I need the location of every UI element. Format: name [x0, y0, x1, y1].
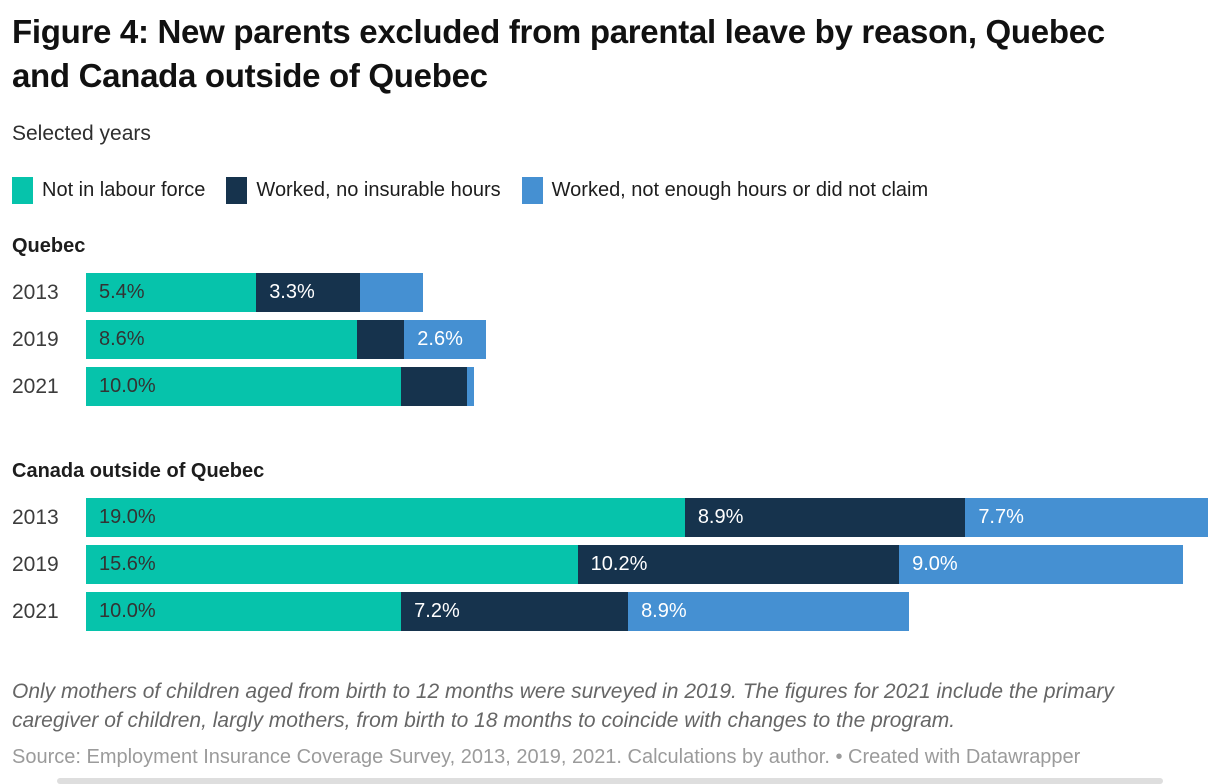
- legend-label: Worked, no insurable hours: [256, 179, 501, 201]
- bar-track: 5.4% 3.3%: [86, 273, 1208, 312]
- bar-segment-series-2[interactable]: 3.3%: [256, 273, 361, 312]
- group-title-canada: Canada outside of Quebec: [12, 460, 265, 482]
- source-line: Source: Employment Insurance Coverage Su…: [12, 746, 1081, 768]
- segment-value-label: 9.0%: [912, 553, 958, 575]
- bar-track: 19.0% 8.9% 7.7%: [86, 498, 1208, 537]
- group-rows: 2013 5.4% 3.3% 2019 8.6% 2.6% 2021 10.0%: [12, 273, 1208, 406]
- legend-item-2: Worked, no insurable hours: [226, 177, 501, 204]
- year-label: 2013: [12, 281, 59, 304]
- segment-value-label: 8.6%: [99, 328, 145, 350]
- bar-segment-series-3[interactable]: 8.9%: [628, 592, 909, 631]
- chart-title: Figure 4: New parents excluded from pare…: [12, 13, 1105, 94]
- legend-swatch-icon: [521, 177, 543, 204]
- segment-value-label: 15.6%: [99, 553, 156, 575]
- segment-value-label: 2.6%: [417, 328, 463, 350]
- bar-segment-series-1[interactable]: 19.0%: [86, 498, 685, 537]
- bar-row-2013: 2013 19.0% 8.9% 7.7%: [12, 498, 1208, 537]
- bar-segment-series-1[interactable]: 10.0%: [86, 367, 402, 406]
- bar-segment-series-3[interactable]: 7.7%: [965, 498, 1208, 537]
- segment-value-label: 7.7%: [978, 506, 1024, 528]
- bar-chart-groups: Quebec 2013 5.4% 3.3% 2019 8.6% 2.6% 2021 10.0% C…: [12, 235, 1208, 631]
- bar-track: 10.0% 7.2% 8.9%: [86, 592, 1208, 631]
- legend-label: Worked, not enough hours or did not clai…: [551, 179, 929, 201]
- bar-segment-series-1[interactable]: 5.4%: [86, 273, 257, 312]
- segment-value-label: 5.4%: [99, 281, 145, 303]
- chart-subtitle: Selected years: [12, 122, 151, 145]
- bar-segment-series-1[interactable]: 10.0%: [86, 592, 402, 631]
- bar-segment-series-3[interactable]: [467, 367, 474, 406]
- year-label: 2013: [12, 506, 59, 529]
- group-title-quebec: Quebec: [12, 235, 86, 257]
- bar-track: 10.0%: [86, 367, 1208, 406]
- legend-swatch-icon: [12, 177, 33, 204]
- bar-track: 15.6% 10.2% 9.0%: [86, 545, 1208, 584]
- year-label: 2019: [12, 328, 59, 351]
- bar-segment-series-2[interactable]: 10.2%: [577, 545, 900, 584]
- segment-value-label: 10.0%: [99, 375, 156, 397]
- segment-value-label: 10.0%: [99, 600, 156, 622]
- legend-item-1: Not in labour force: [12, 177, 205, 204]
- legend-item-3: Worked, not enough hours or did not clai…: [521, 177, 929, 204]
- bar-segment-series-2[interactable]: 7.2%: [401, 592, 629, 631]
- bar-segment-series-1[interactable]: 15.6%: [86, 545, 578, 584]
- segment-value-label: 3.3%: [269, 281, 315, 303]
- segment-value-label: 8.9%: [641, 600, 687, 622]
- bar-row-2019: 2019 8.6% 2.6%: [12, 320, 1208, 359]
- segment-value-label: 19.0%: [99, 506, 156, 528]
- bar-row-2019: 2019 15.6% 10.2% 9.0%: [12, 545, 1208, 584]
- legend: Not in labour force Worked, no insurable …: [12, 177, 1208, 204]
- bar-segment-series-3[interactable]: [360, 273, 424, 312]
- bar-segment-series-2[interactable]: [401, 367, 468, 406]
- year-label: 2019: [12, 553, 59, 576]
- segment-value-label: 8.9%: [697, 506, 744, 528]
- horizontal-scrollbar-thumb[interactable]: [57, 778, 1163, 784]
- segment-value-label: 10.2%: [590, 553, 648, 575]
- bar-row-2021: 2021 10.0%: [12, 367, 1208, 406]
- bar-segment-series-3[interactable]: 9.0%: [899, 545, 1183, 584]
- footnote: Only mothers of children aged from birth…: [12, 680, 1114, 732]
- legend-swatch-icon: [226, 177, 248, 204]
- year-label: 2021: [12, 600, 59, 623]
- bar-row-2021: 2021 10.0% 7.2% 8.9%: [12, 592, 1208, 631]
- bar-segment-series-2[interactable]: [357, 320, 405, 359]
- bar-segment-series-2[interactable]: 8.9%: [684, 498, 966, 537]
- legend-label: Not in labour force: [42, 179, 206, 201]
- bar-row-2013: 2013 5.4% 3.3%: [12, 273, 1208, 312]
- segment-value-label: 7.2%: [414, 600, 460, 622]
- bar-track: 8.6% 2.6%: [86, 320, 1208, 359]
- year-label: 2021: [12, 375, 59, 398]
- bar-segment-series-3[interactable]: 2.6%: [404, 320, 487, 359]
- group-rows: 2013 19.0% 8.9% 7.7% 2019 15.6% 10.2% 9.0% 2021 1…: [12, 498, 1208, 631]
- bar-segment-series-1[interactable]: 8.6%: [86, 320, 358, 359]
